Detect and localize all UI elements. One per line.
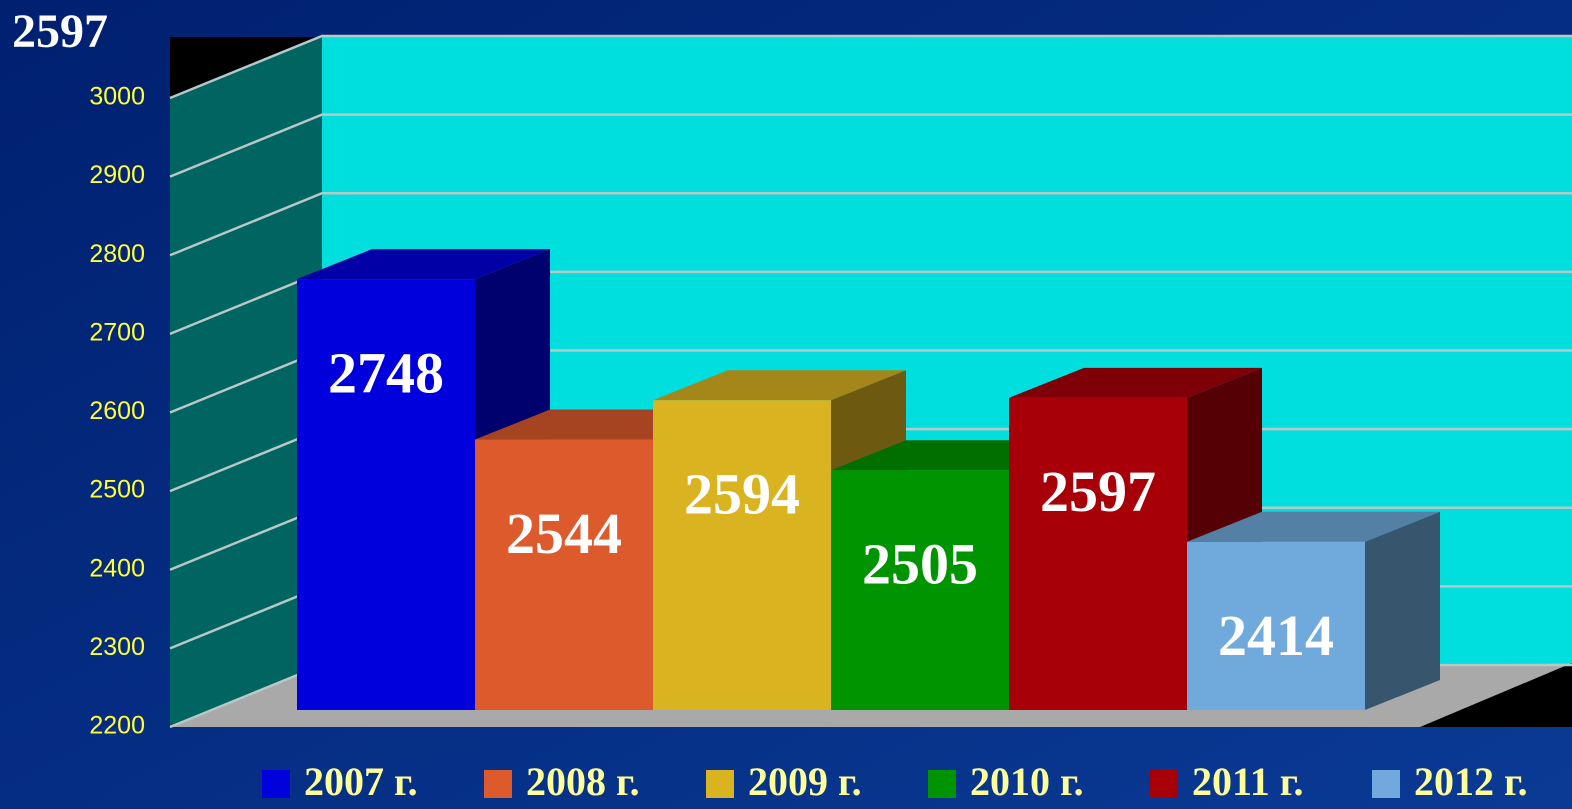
legend-swatch [262, 770, 290, 798]
bar-top [297, 249, 550, 280]
bar-top [1009, 367, 1262, 398]
data-label: 2594 [684, 462, 800, 527]
data-label: 2414 [1218, 603, 1334, 668]
data-label: 2748 [328, 340, 444, 405]
y-tick-label: 3000 [89, 83, 145, 111]
y-tick-label: 2700 [89, 318, 145, 346]
annotation: 2597 [12, 5, 108, 58]
y-tick-label: 2500 [89, 476, 145, 504]
bar-top [1187, 511, 1440, 542]
legend-label: 2012 г. [1414, 759, 1528, 804]
bar [653, 400, 831, 710]
data-label: 2597 [1040, 459, 1156, 524]
legend-label: 2010 г. [970, 759, 1084, 804]
legend-label: 2007 г. [304, 759, 418, 804]
grid-line [169, 34, 1572, 100]
legend-swatch [706, 770, 734, 798]
legend-swatch [484, 770, 512, 798]
bar [1187, 541, 1365, 710]
y-tick-label: 2200 [89, 712, 145, 740]
grid-line [169, 192, 1572, 257]
y-tick-label: 2900 [89, 161, 145, 189]
data-label: 2544 [506, 501, 622, 566]
legend-label: 2011 г. [1192, 759, 1303, 804]
grid-line [169, 113, 1572, 178]
bar-side [1365, 511, 1440, 710]
bar-top [653, 370, 906, 401]
bar [1009, 397, 1187, 710]
y-tick-label: 2300 [89, 633, 145, 661]
data-label: 2505 [862, 532, 978, 597]
legend-label: 2009 г. [748, 759, 862, 804]
y-tick-label: 2600 [89, 397, 145, 425]
bar [475, 439, 653, 710]
y-tick-label: 2800 [89, 240, 145, 268]
bar [297, 279, 475, 710]
legend-swatch [1372, 770, 1400, 798]
legend-swatch [1150, 770, 1178, 798]
legend-swatch [928, 770, 956, 798]
bar [831, 470, 1009, 710]
legend-label: 2008 г. [526, 759, 640, 804]
y-tick-label: 2400 [89, 554, 145, 582]
